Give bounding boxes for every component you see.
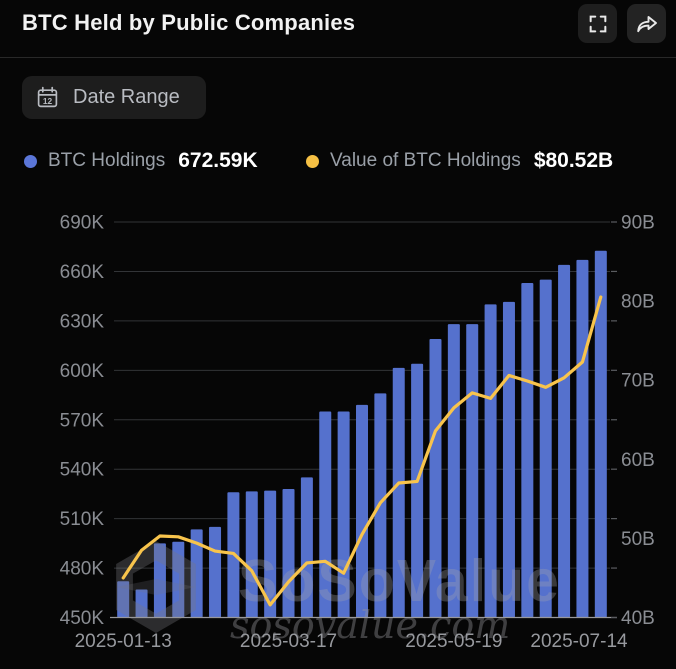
x-axis-label: 2025-03-17 xyxy=(240,631,337,652)
date-range-label: Date Range xyxy=(73,86,180,108)
legend-value: 672.59K xyxy=(178,149,258,172)
left-axis-label: 570K xyxy=(60,410,105,431)
legend-label: Value of BTC Holdings xyxy=(330,150,521,171)
share-button[interactable] xyxy=(627,4,666,43)
bar-btc-holdings[interactable] xyxy=(245,491,258,618)
calendar-icon: 12 xyxy=(37,86,58,108)
right-axis-label: 60B xyxy=(621,450,655,471)
bar-btc-holdings[interactable] xyxy=(392,367,405,618)
bar-btc-holdings[interactable] xyxy=(429,339,442,618)
bar-btc-holdings[interactable] xyxy=(447,324,460,618)
fullscreen-icon xyxy=(589,15,606,32)
bar-btc-holdings[interactable] xyxy=(209,526,222,618)
line-value-of-btc-holdings[interactable] xyxy=(121,295,603,607)
bar-btc-holdings[interactable] xyxy=(172,541,185,618)
fullscreen-button[interactable] xyxy=(578,4,617,43)
bar-btc-holdings[interactable] xyxy=(356,404,368,618)
legend-value: $80.52B xyxy=(533,149,614,172)
page-title: BTC Held by Public Companies xyxy=(22,10,356,35)
svg-text:12: 12 xyxy=(43,96,53,106)
right-axis-label: 50B xyxy=(621,529,655,550)
legend-label: BTC Holdings xyxy=(48,150,166,171)
bar-btc-holdings[interactable] xyxy=(466,324,479,618)
date-range-button[interactable]: 12 Date Range xyxy=(22,76,206,119)
bar-btc-holdings[interactable] xyxy=(411,363,424,618)
left-axis-label: 690K xyxy=(60,213,105,234)
bar-btc-holdings[interactable] xyxy=(576,259,589,618)
left-axis-label: 510K xyxy=(60,509,105,530)
watermark-domain: sosovalue.com xyxy=(230,603,510,647)
bar-btc-holdings[interactable] xyxy=(558,264,571,618)
x-axis-label: 2025-05-19 xyxy=(405,631,502,652)
bar-btc-holdings[interactable] xyxy=(521,282,534,618)
bar-btc-holdings[interactable] xyxy=(594,250,607,618)
bar-btc-holdings[interactable] xyxy=(153,543,166,618)
legend-item-btc-holdings[interactable]: BTC Holdings 672.59K xyxy=(24,149,258,173)
left-axis-label: 660K xyxy=(60,262,105,283)
bar-btc-holdings[interactable] xyxy=(264,490,277,618)
legend-item-value-of-btc-holdings[interactable]: Value of BTC Holdings $80.52B xyxy=(306,149,613,173)
left-axis-label: 540K xyxy=(60,460,105,481)
right-axis-label: 40B xyxy=(621,608,655,629)
legend-dot-yellow xyxy=(306,154,319,168)
watermark-logo xyxy=(116,541,196,633)
right-axis-label: 90B xyxy=(621,213,655,234)
bar-btc-holdings[interactable] xyxy=(539,279,552,618)
left-axis-label: 600K xyxy=(60,361,105,382)
bar-btc-holdings[interactable] xyxy=(135,589,148,618)
x-axis-label: 2025-01-13 xyxy=(75,631,172,652)
left-axis-label: 450K xyxy=(60,608,105,629)
share-icon xyxy=(636,15,657,32)
bar-btc-holdings[interactable] xyxy=(190,529,203,618)
bar-btc-holdings[interactable] xyxy=(319,411,332,618)
bar-btc-holdings[interactable] xyxy=(117,581,130,618)
combo-chart[interactable]: SoSoValuesosovalue.com690K660K630K600K57… xyxy=(0,195,676,669)
right-axis-label: 80B xyxy=(621,292,655,313)
legend-dot-blue xyxy=(24,154,37,168)
watermark-logo-facet xyxy=(116,579,196,595)
header-divider xyxy=(0,57,676,58)
x-axis-label: 2025-07-14 xyxy=(530,631,628,652)
left-axis-label: 630K xyxy=(60,311,105,332)
bar-btc-holdings[interactable] xyxy=(300,477,313,618)
bar-btc-holdings[interactable] xyxy=(484,304,497,618)
right-axis-label: 70B xyxy=(621,371,655,392)
left-axis-label: 480K xyxy=(60,559,105,580)
